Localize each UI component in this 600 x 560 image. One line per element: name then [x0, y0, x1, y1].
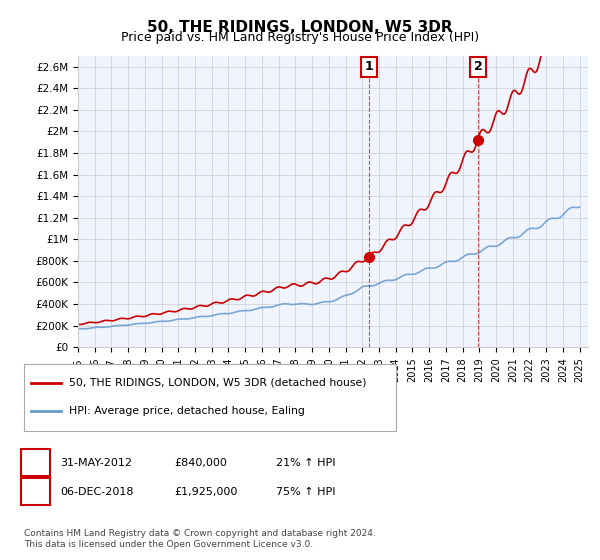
Text: 06-DEC-2018: 06-DEC-2018	[60, 487, 133, 497]
Text: 31-MAY-2012: 31-MAY-2012	[60, 458, 132, 468]
Text: £1,925,000: £1,925,000	[174, 487, 238, 497]
Text: Contains HM Land Registry data © Crown copyright and database right 2024.
This d: Contains HM Land Registry data © Crown c…	[24, 529, 376, 549]
Text: 2: 2	[32, 487, 39, 497]
Text: 1: 1	[365, 60, 374, 73]
Text: 75% ↑ HPI: 75% ↑ HPI	[276, 487, 335, 497]
Text: 21% ↑ HPI: 21% ↑ HPI	[276, 458, 335, 468]
Text: £840,000: £840,000	[174, 458, 227, 468]
Text: 50, THE RIDINGS, LONDON, W5 3DR: 50, THE RIDINGS, LONDON, W5 3DR	[147, 20, 453, 35]
Text: Price paid vs. HM Land Registry's House Price Index (HPI): Price paid vs. HM Land Registry's House …	[121, 31, 479, 44]
Text: 1: 1	[32, 458, 39, 468]
Text: HPI: Average price, detached house, Ealing: HPI: Average price, detached house, Eali…	[68, 406, 305, 416]
Text: 50, THE RIDINGS, LONDON, W5 3DR (detached house): 50, THE RIDINGS, LONDON, W5 3DR (detache…	[68, 378, 366, 388]
Text: 2: 2	[473, 60, 482, 73]
